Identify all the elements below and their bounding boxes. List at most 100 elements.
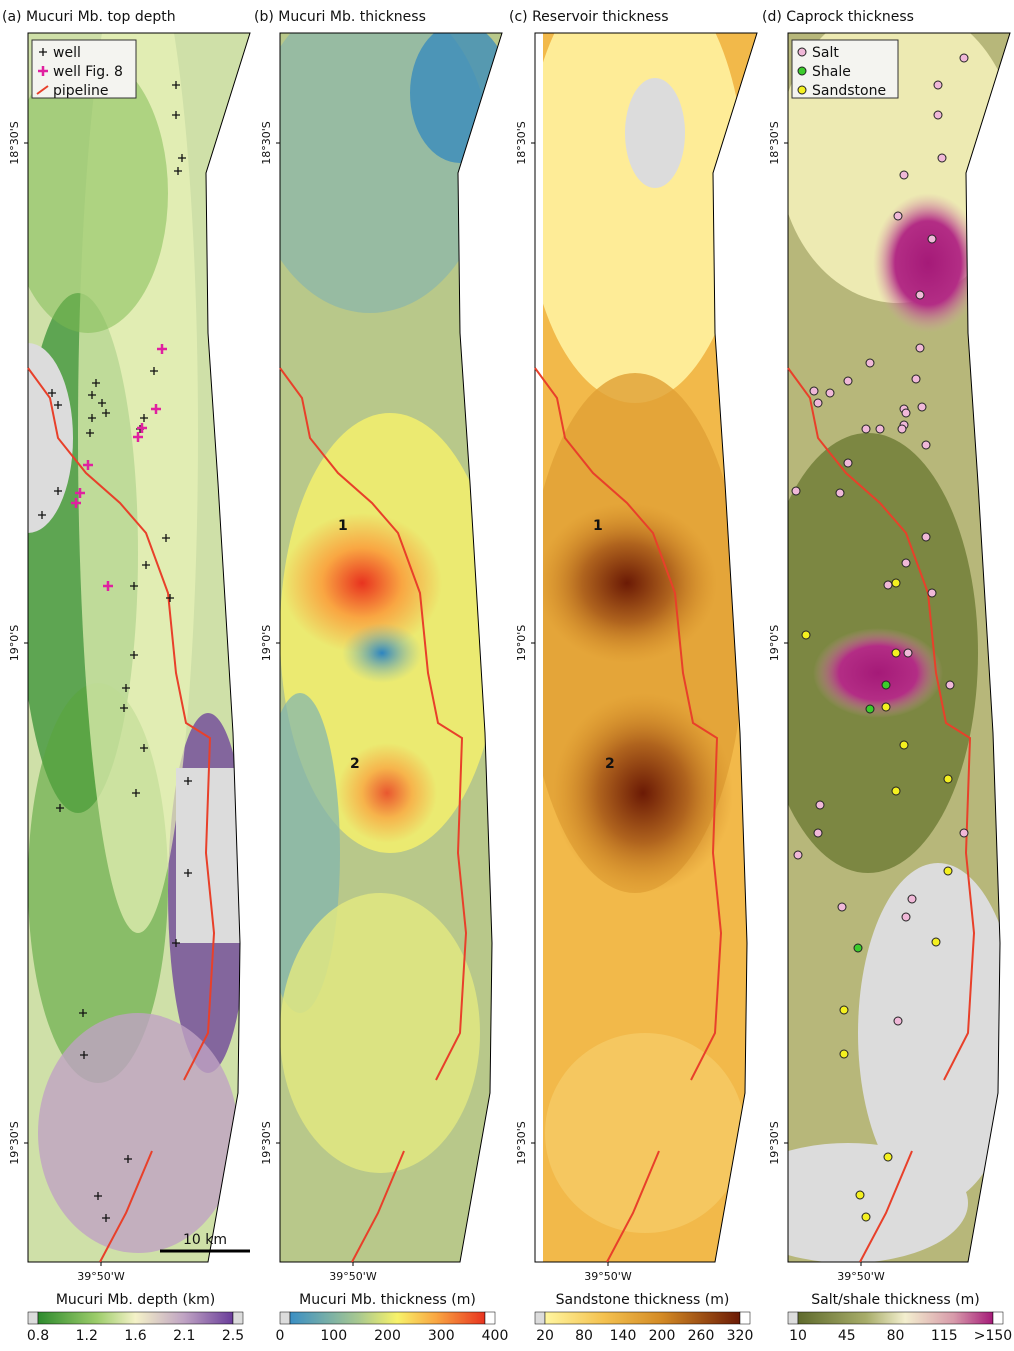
- y-label: 19°0'S: [768, 625, 781, 662]
- panel-title: (b) Mucuri Mb. thickness: [254, 9, 426, 25]
- salt-sample: [902, 559, 910, 567]
- legend-marker: [798, 67, 806, 75]
- salt-sample: [934, 81, 942, 89]
- colorbar-tick-label: 100: [320, 1328, 347, 1344]
- annotation: 2: [605, 756, 615, 772]
- salt-sample: [960, 54, 968, 62]
- legend-marker: [798, 86, 806, 94]
- salt-sample: [814, 829, 822, 837]
- sandstone-sample: [900, 741, 908, 749]
- salt-sample: [898, 425, 906, 433]
- legend-label: well Fig. 8: [53, 64, 123, 80]
- colorbar-tick-label: 80: [887, 1328, 905, 1344]
- salt-sample: [884, 581, 892, 589]
- shale-sample: [882, 681, 890, 689]
- salt-sample: [912, 375, 920, 383]
- salt-sample: [918, 403, 926, 411]
- colorbar-tick-label: 300: [428, 1328, 455, 1344]
- no-data-strip: [535, 33, 543, 1262]
- colorbar: [545, 1312, 740, 1324]
- colorbar-tick-label: 20: [536, 1328, 554, 1344]
- colorbar-cap: [233, 1312, 243, 1324]
- y-label: 19°0'S: [8, 625, 21, 662]
- salt-sample: [908, 895, 916, 903]
- panel-title: (a) Mucuri Mb. top depth: [2, 9, 176, 25]
- legend-label: well: [53, 45, 81, 61]
- salt-sample: [900, 171, 908, 179]
- colorbar-tick-label: 200: [374, 1328, 401, 1344]
- colorbar-nodata: [28, 1312, 38, 1324]
- sandstone-sample: [884, 1153, 892, 1161]
- salt-sample: [960, 829, 968, 837]
- sandstone-sample: [892, 579, 900, 587]
- y-label: 18°30'S: [515, 121, 528, 165]
- map-panel: (b) Mucuri Mb. thickness18°30'S19°0'S19°…: [250, 0, 510, 1344]
- colorbar-nodata: [788, 1312, 798, 1324]
- sandstone-sample: [932, 938, 940, 946]
- colorbar-tick-label: 115: [931, 1328, 958, 1344]
- contour-area: [728, 1143, 968, 1263]
- colorbar-title: Sandstone thickness (m): [556, 1292, 730, 1308]
- salt-sample: [916, 344, 924, 352]
- salt-sample: [866, 359, 874, 367]
- map-fill: [250, 0, 510, 1262]
- y-label: 19°30'S: [768, 1121, 781, 1165]
- contour-area: [553, 693, 733, 893]
- map-fill: [525, 0, 765, 1262]
- y-label: 18°30'S: [260, 121, 273, 165]
- salt-sample: [904, 649, 912, 657]
- map-panel: (d) Caprock thickness18°30'S19°0'S19°30'…: [728, 3, 1014, 1344]
- sandstone-sample: [802, 631, 810, 639]
- sandstone-sample: [944, 775, 952, 783]
- salt-sample: [816, 801, 824, 809]
- colorbar: [38, 1312, 233, 1324]
- salt-sample: [844, 459, 852, 467]
- colorbar-nodata: [280, 1312, 290, 1324]
- colorbar-nodata: [535, 1312, 545, 1324]
- salt-sample: [902, 409, 910, 417]
- salt-sample: [844, 377, 852, 385]
- salt-sample: [928, 235, 936, 243]
- figure: (a) Mucuri Mb. top depth 18°30'S 19°0'S 19°…: [0, 0, 1014, 1347]
- salt-sample: [838, 903, 846, 911]
- colorbar-title: Mucuri Mb. thickness (m): [299, 1292, 476, 1308]
- contour-area: [813, 628, 943, 718]
- annotation: 1: [338, 518, 348, 534]
- colorbar-tick-label: 1.2: [76, 1328, 98, 1344]
- salt-sample: [922, 441, 930, 449]
- colorbar-tick-label: 2.5: [222, 1328, 244, 1344]
- salt-sample: [862, 425, 870, 433]
- colorbar-tick-label: 200: [649, 1328, 676, 1344]
- annotation: 2: [350, 756, 360, 772]
- x-label: 39°50'W: [329, 1270, 377, 1283]
- x-label: 39°50'W: [837, 1270, 885, 1283]
- colorbar: [290, 1312, 485, 1324]
- sandstone-sample: [882, 703, 890, 711]
- legend-label: Salt: [812, 45, 839, 61]
- colorbar-tick-label: 140: [610, 1328, 637, 1344]
- colorbar-title: Salt/shale thickness (m): [811, 1292, 979, 1308]
- legend-label: Shale: [812, 64, 851, 80]
- y-label: 19°0'S: [260, 625, 273, 662]
- map-panel: (c) Reservoir thickness18°30'S19°0'S19°3…: [509, 0, 765, 1344]
- colorbar-tick-label: 2.1: [173, 1328, 195, 1344]
- colorbar-tick-label: 45: [838, 1328, 856, 1344]
- colorbar-cap: [740, 1312, 750, 1324]
- legend-label: pipeline: [53, 83, 109, 99]
- salt-sample: [934, 111, 942, 119]
- salt-sample: [814, 399, 822, 407]
- contour-area: [38, 1013, 238, 1253]
- shale-sample: [854, 944, 862, 952]
- panel-title: (d) Caprock thickness: [762, 9, 914, 25]
- colorbar-tick-label: >150: [974, 1328, 1012, 1344]
- colorbar: [798, 1312, 993, 1324]
- colorbar-tick-label: 260: [688, 1328, 715, 1344]
- panel-title: (c) Reservoir thickness: [509, 9, 669, 25]
- sandstone-sample: [862, 1213, 870, 1221]
- colorbar-tick-label: 1.6: [124, 1328, 146, 1344]
- colorbar-tick-label: 0.8: [27, 1328, 49, 1344]
- salt-sample: [922, 533, 930, 541]
- legend-label: Sandstone: [812, 83, 886, 99]
- contour-area: [545, 1033, 745, 1233]
- sandstone-sample: [892, 649, 900, 657]
